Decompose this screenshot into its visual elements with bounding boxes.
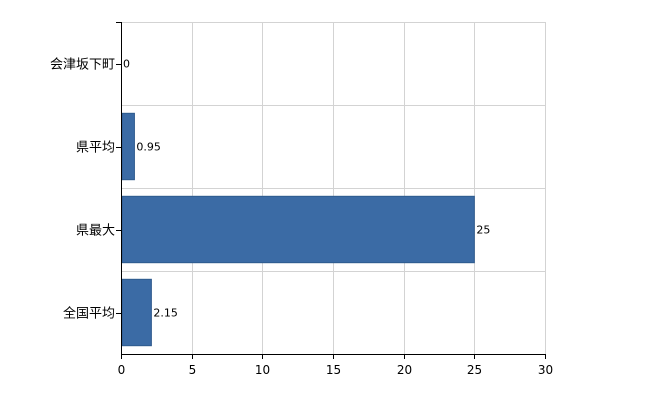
x-tick-label: 15 bbox=[326, 363, 341, 377]
bars bbox=[121, 112, 475, 347]
bar-value-label: 0.95 bbox=[136, 141, 161, 154]
x-tick-label: 0 bbox=[118, 363, 126, 377]
y-category-label: 県平均 bbox=[76, 141, 115, 156]
x-tick-label: 5 bbox=[189, 363, 197, 377]
x-axis-ticks: 0 5 10 15 20 25 30 bbox=[118, 354, 553, 377]
x-tick-label: 30 bbox=[538, 363, 553, 377]
y-category-label: 全国平均 bbox=[63, 306, 115, 322]
bar-value-label: 2.15 bbox=[153, 307, 178, 320]
data-labels: 0 0.95 25 2.15 bbox=[123, 58, 490, 320]
x-tick-label: 20 bbox=[397, 363, 412, 377]
bar bbox=[121, 278, 152, 347]
bar bbox=[121, 112, 135, 181]
bar-value-label: 25 bbox=[476, 224, 490, 237]
x-tick-label: 10 bbox=[255, 363, 270, 377]
grid-lines bbox=[121, 22, 546, 355]
bar bbox=[121, 195, 475, 264]
x-tick-label: 25 bbox=[467, 363, 482, 377]
y-category-label: 県最大 bbox=[76, 224, 115, 239]
y-category-label: 会津坂下町 bbox=[50, 58, 115, 73]
bar-value-label: 0 bbox=[123, 58, 130, 71]
